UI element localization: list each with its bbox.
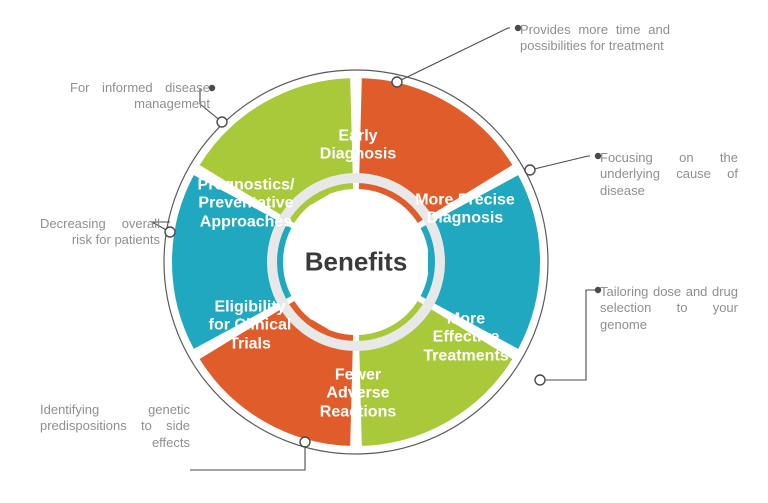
leader-dot-prognostic (217, 117, 227, 127)
callout-prognostic: For informed disease management (70, 80, 210, 113)
leader-adverse (190, 442, 305, 470)
leader-dot-trials (165, 227, 175, 237)
leader-dot-effective (535, 375, 545, 385)
benefits-wheel: Early DiagnosisProvides more time and po… (0, 0, 768, 503)
callout-precise: Focusing on the underlying cause of dise… (600, 150, 738, 199)
callout-adverse: Identifying genetic predispositions to s… (40, 402, 190, 451)
center-disc (284, 190, 428, 334)
leader-early (397, 28, 510, 82)
leader-precise (530, 156, 590, 170)
leader-dot-early (392, 77, 402, 87)
leader-dot-adverse (300, 437, 310, 447)
leader-dot-precise (525, 165, 535, 175)
callout-effective: Tailoring dose and drug selection to you… (600, 284, 738, 333)
callout-early: Provides more time and possibilities for… (520, 22, 670, 55)
callout-trials: Decreasing overall risk for patients (40, 216, 160, 249)
leader-effective (540, 290, 600, 380)
